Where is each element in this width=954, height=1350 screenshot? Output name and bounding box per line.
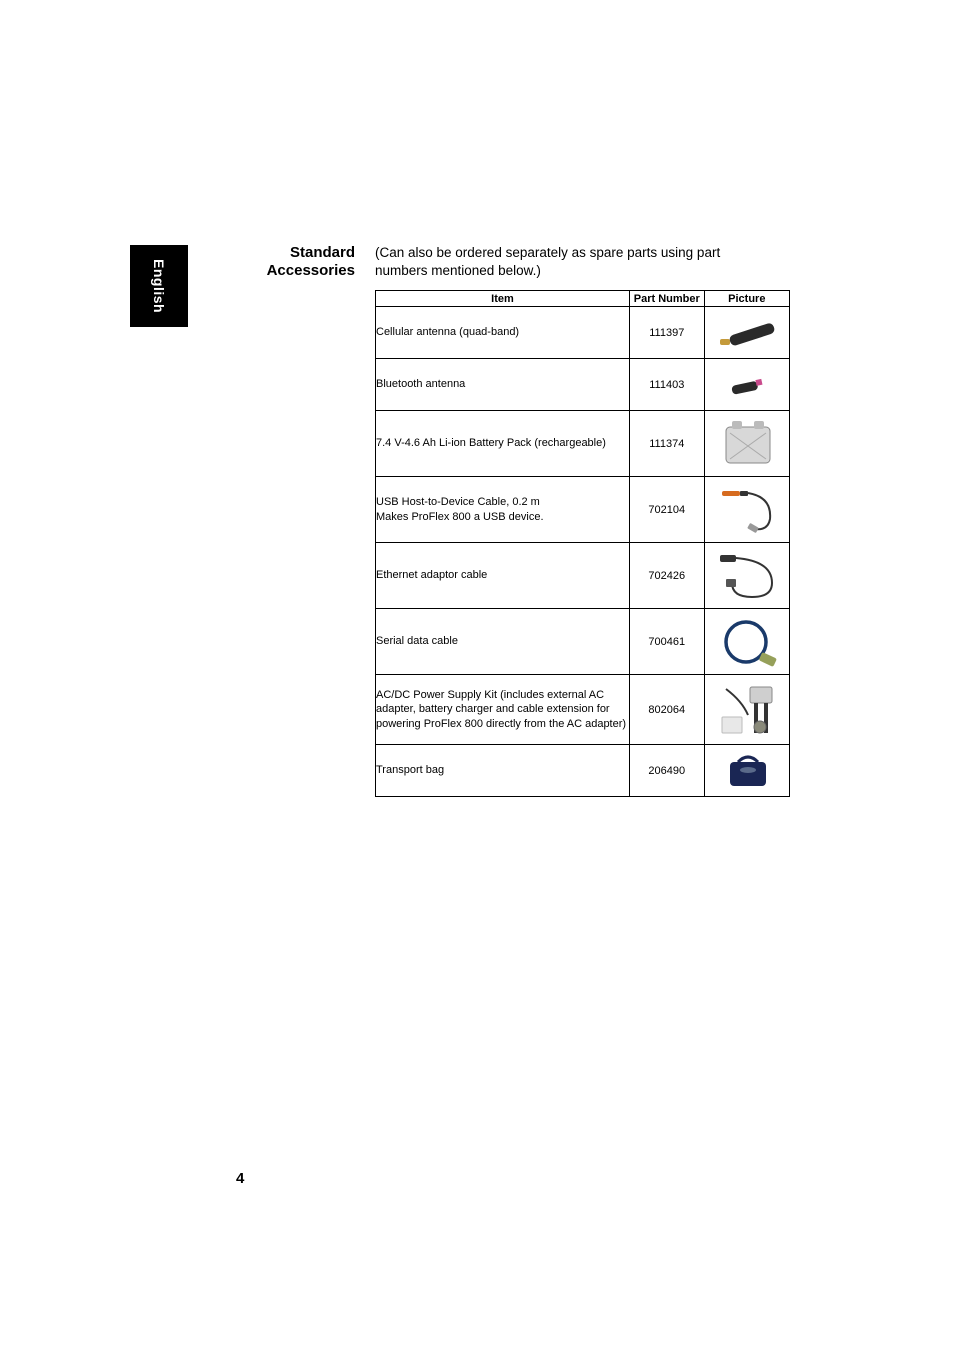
- page-number: 4: [236, 1170, 244, 1187]
- language-tab-label: English: [151, 259, 167, 313]
- section-heading: Standard Accessories: [245, 244, 355, 280]
- antenna-long-icon: [705, 313, 789, 353]
- cell-part-number: 111403: [629, 359, 704, 411]
- cell-picture: [704, 543, 789, 609]
- cell-part-number: 702426: [629, 543, 704, 609]
- cell-part-number: 206490: [629, 745, 704, 797]
- cell-picture: [704, 359, 789, 411]
- cell-part-number: 702104: [629, 477, 704, 543]
- cell-item: Serial data cable: [376, 609, 630, 675]
- accessories-table: Item Part Number Picture Cellular antenn…: [375, 290, 790, 797]
- serial-cable-icon: [705, 615, 789, 669]
- cell-part-number: 111374: [629, 411, 704, 477]
- table-row: Cellular antenna (quad-band)111397: [376, 307, 790, 359]
- table-row: Ethernet adaptor cable702426: [376, 543, 790, 609]
- header-picture: Picture: [704, 291, 789, 307]
- eth-cable-icon: [705, 549, 789, 603]
- cell-picture: [704, 609, 789, 675]
- table-row: Bluetooth antenna111403: [376, 359, 790, 411]
- cell-item: Bluetooth antenna: [376, 359, 630, 411]
- table-row: AC/DC Power Supply Kit (includes externa…: [376, 675, 790, 745]
- header-item: Item: [376, 291, 630, 307]
- header-part-number: Part Number: [629, 291, 704, 307]
- table-row: Transport bag206490: [376, 745, 790, 797]
- table-row: Serial data cable700461: [376, 609, 790, 675]
- cell-picture: [704, 477, 789, 543]
- table-header-row: Item Part Number Picture: [376, 291, 790, 307]
- cell-picture: [704, 675, 789, 745]
- table-row: USB Host-to-Device Cable, 0.2 mMakes Pro…: [376, 477, 790, 543]
- antenna-short-icon: [705, 368, 789, 402]
- document-page: English Standard Accessories (Can also b…: [0, 0, 954, 1350]
- cell-item: USB Host-to-Device Cable, 0.2 mMakes Pro…: [376, 477, 630, 543]
- cell-item: 7.4 V-4.6 Ah Li-ion Battery Pack (rechar…: [376, 411, 630, 477]
- cell-item: AC/DC Power Supply Kit (includes externa…: [376, 675, 630, 745]
- language-tab: English: [130, 245, 188, 327]
- battery-icon: [705, 417, 789, 471]
- bag-icon: [705, 750, 789, 792]
- intro-text: (Can also be ordered separately as spare…: [375, 244, 770, 280]
- psu-kit-icon: [705, 681, 789, 739]
- cell-item: Cellular antenna (quad-band): [376, 307, 630, 359]
- cell-item: Transport bag: [376, 745, 630, 797]
- cell-picture: [704, 411, 789, 477]
- section-heading-line1: Standard: [290, 244, 355, 261]
- cell-picture: [704, 307, 789, 359]
- cell-picture: [704, 745, 789, 797]
- cell-part-number: 802064: [629, 675, 704, 745]
- usb-cable-icon: [705, 483, 789, 537]
- table-row: 7.4 V-4.6 Ah Li-ion Battery Pack (rechar…: [376, 411, 790, 477]
- cell-part-number: 111397: [629, 307, 704, 359]
- cell-part-number: 700461: [629, 609, 704, 675]
- cell-item: Ethernet adaptor cable: [376, 543, 630, 609]
- section-heading-line2: Accessories: [267, 262, 355, 279]
